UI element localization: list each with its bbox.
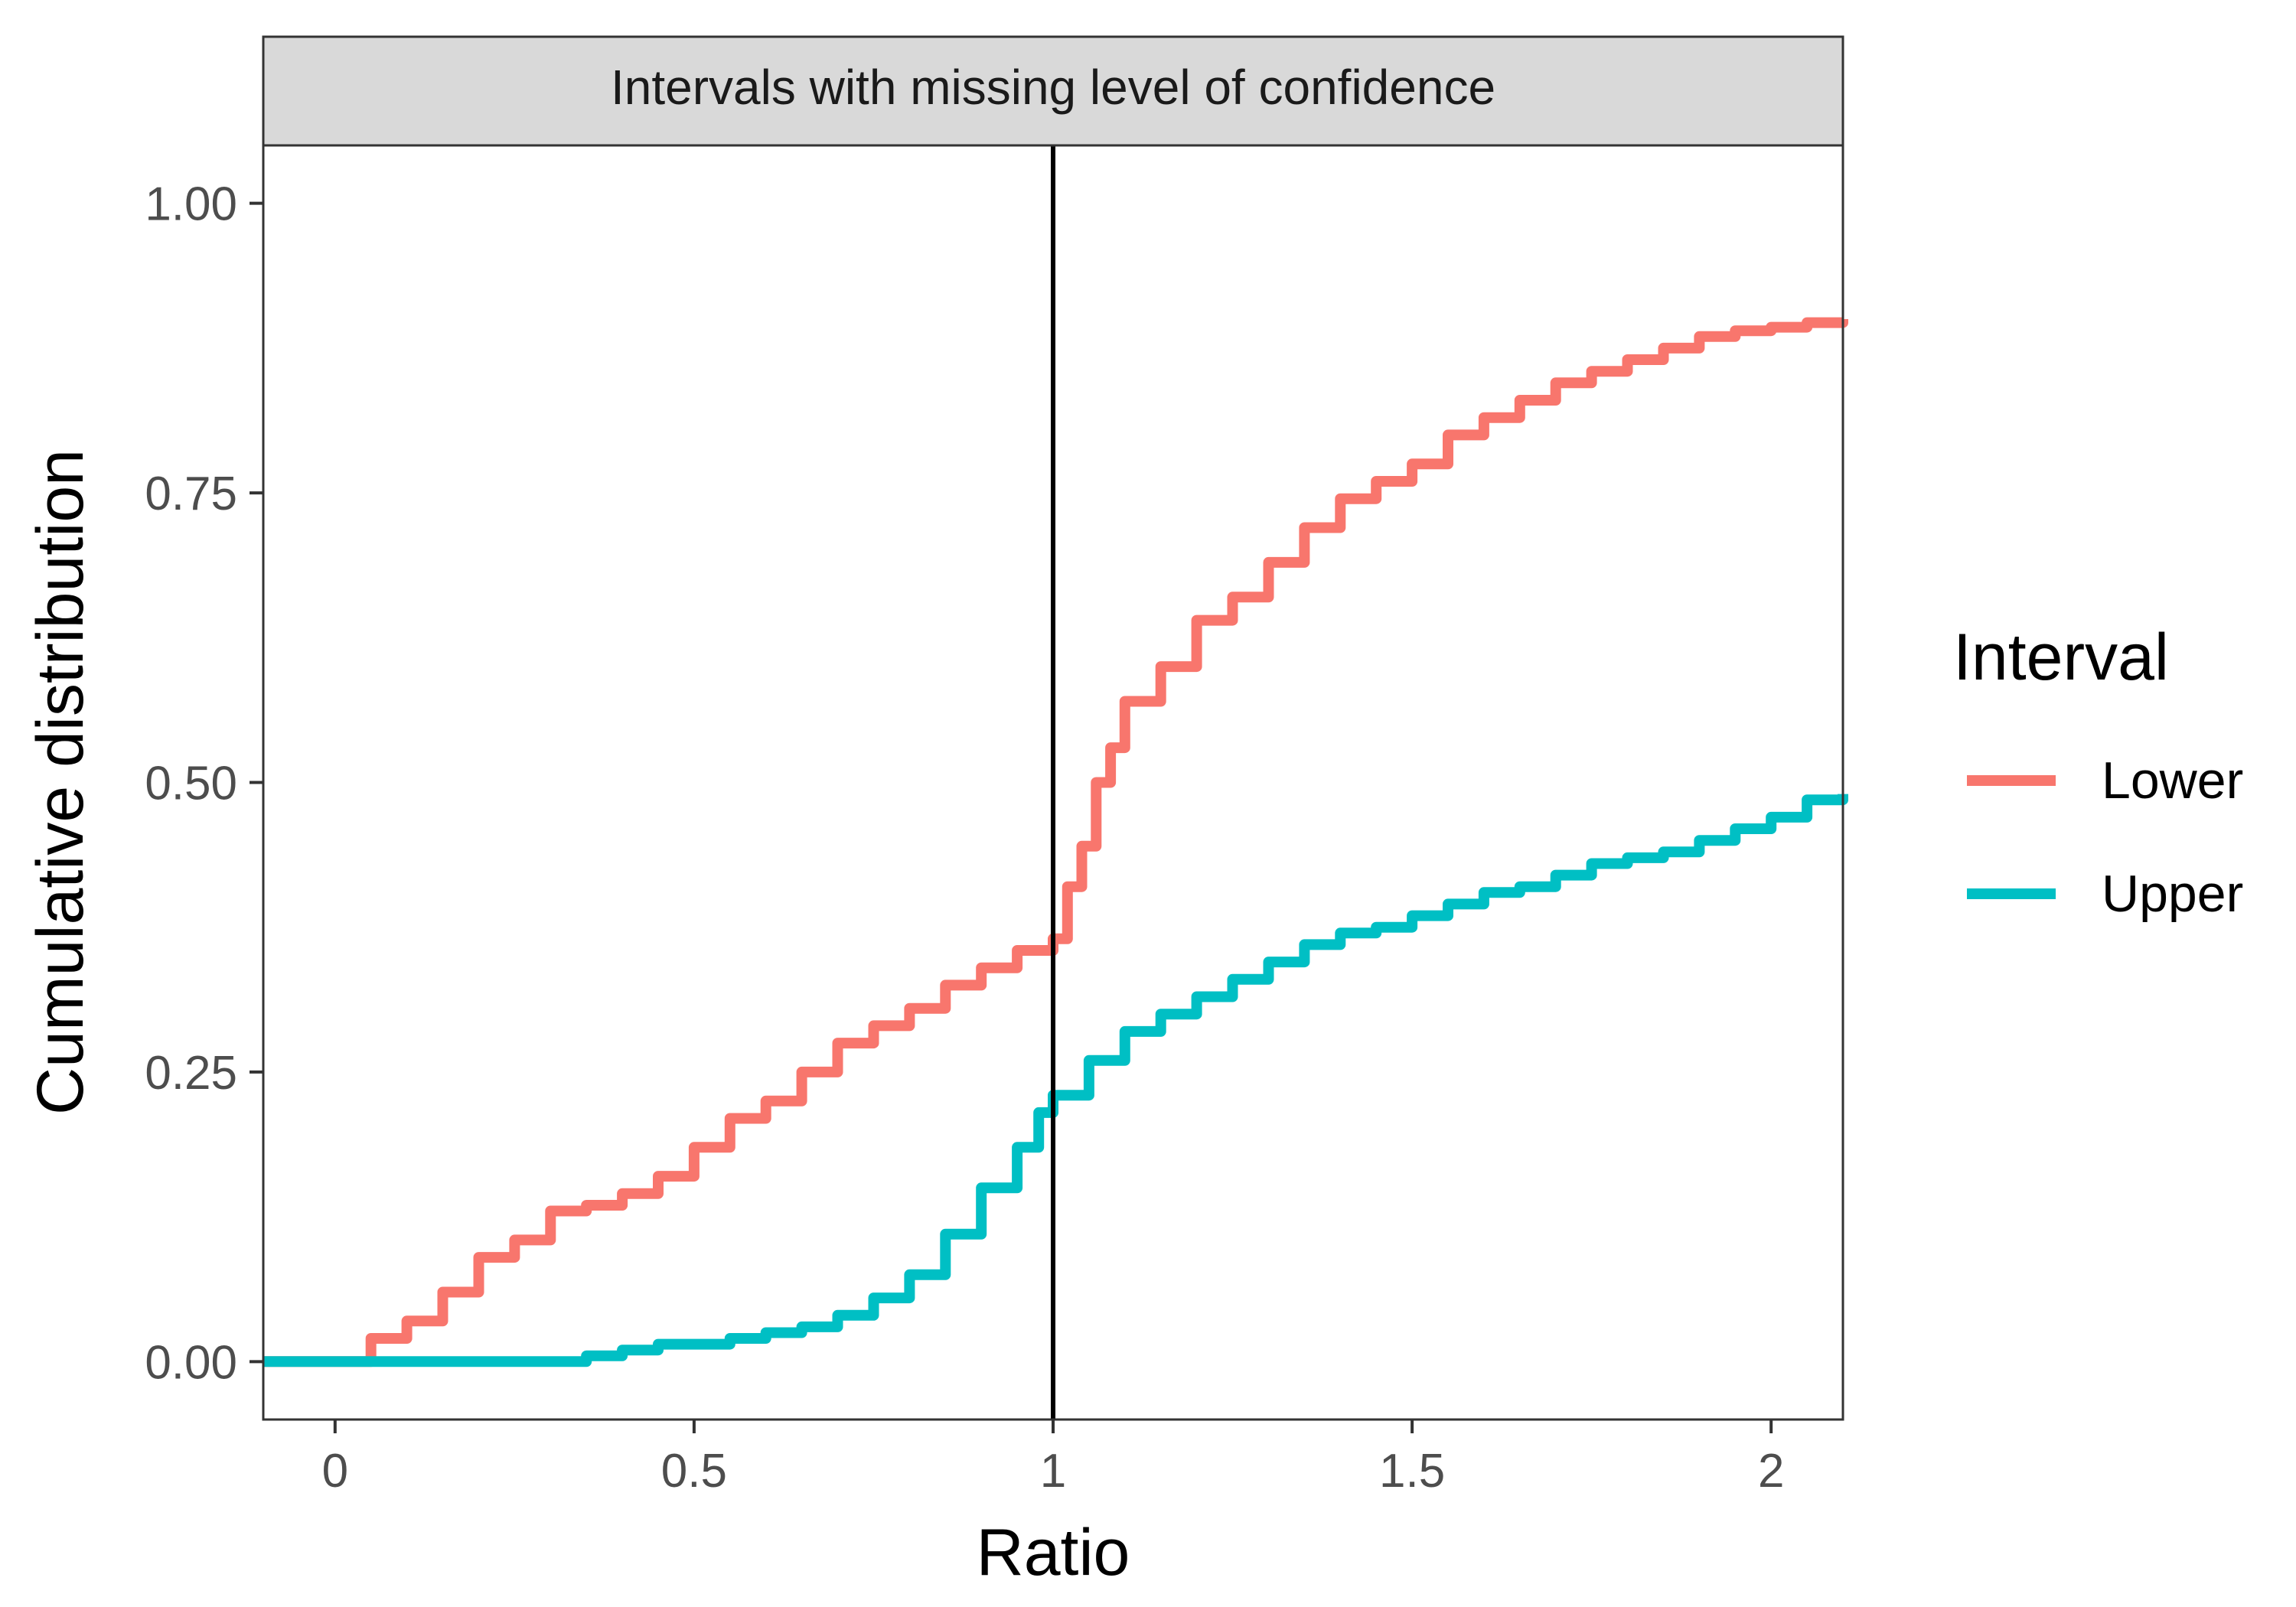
x-tick-label: 2	[1758, 1445, 1784, 1498]
series-layer	[263, 317, 1848, 1367]
x-tick-label: 1	[1040, 1445, 1066, 1498]
y-tick-label: 0.75	[145, 468, 237, 520]
y-tick-label: 0.50	[145, 758, 237, 810]
legend-title: Interval	[1953, 621, 2169, 694]
panel-strip-title: Intervals with missing level of confiden…	[611, 60, 1495, 115]
legend: Interval Lower Upper	[1953, 621, 2243, 923]
legend-label-lower: Lower	[2102, 751, 2243, 810]
y-tick-label: 0.00	[145, 1336, 237, 1389]
x-axis-title: Ratio	[977, 1516, 1130, 1589]
x-axis: 0 0.5 1 1.5 2	[322, 1420, 1784, 1498]
legend-label-upper: Upper	[2102, 865, 2243, 923]
x-tick-label: 0.5	[661, 1445, 727, 1498]
y-tick-label: 1.00	[145, 178, 237, 231]
series-line-lower	[263, 317, 1848, 1367]
y-axis-title: Cumulative distribution	[24, 449, 97, 1115]
y-axis: 0.00 0.25 0.50 0.75 1.00	[145, 178, 263, 1389]
x-tick-label: 0	[322, 1445, 348, 1498]
series-line-upper	[263, 794, 1848, 1367]
panel-strip	[262, 35, 1844, 147]
y-tick-label: 0.25	[145, 1047, 237, 1100]
x-tick-label: 1.5	[1379, 1445, 1445, 1498]
